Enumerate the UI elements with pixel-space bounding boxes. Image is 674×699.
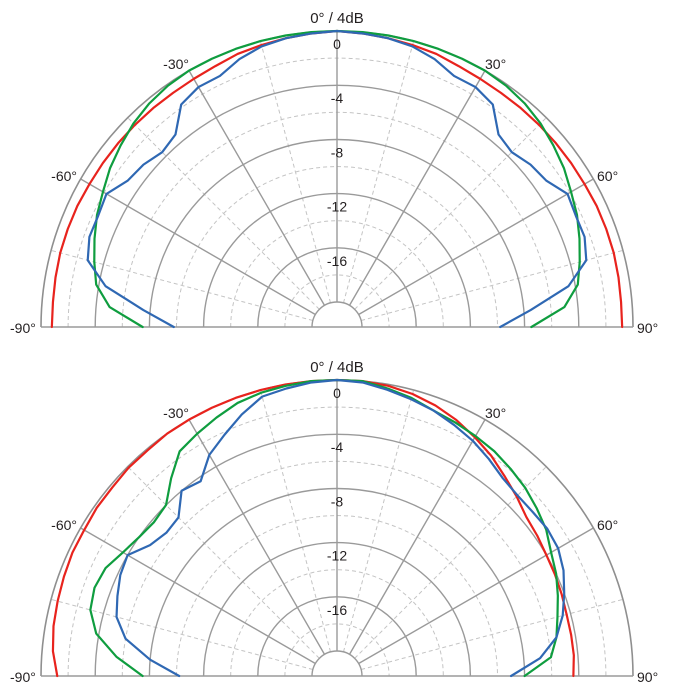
angle-tick-label: 60° (597, 168, 618, 184)
angle-tick-label: -30° (163, 405, 189, 421)
major-ring (148, 487, 526, 677)
minor-ring (230, 569, 444, 677)
angle-tick-label: -30° (163, 56, 189, 72)
minor-spoke (354, 117, 547, 310)
minor-spoke (259, 40, 332, 303)
minor-spoke (354, 466, 547, 659)
radial-tick-label: -4 (331, 90, 344, 106)
major-spoke (358, 527, 594, 665)
minor-ring (284, 274, 390, 328)
major-ring (257, 596, 417, 677)
radial-tick-label: -16 (327, 253, 347, 269)
radial-tick-label: 0 (333, 36, 341, 52)
angle-tick-label: -60° (51, 168, 77, 184)
polar-grid (40, 30, 634, 328)
minor-spoke (127, 117, 320, 310)
minor-ring (176, 166, 498, 328)
radial-tick-label: -12 (327, 199, 347, 215)
radial-tick-label: -16 (327, 602, 347, 618)
polar-grid (40, 379, 634, 677)
angle-tick-label: 30° (485, 56, 506, 72)
major-ring (94, 84, 580, 328)
blue-trace (115, 378, 566, 678)
angle-tick-label: -90° (10, 669, 36, 685)
major-spoke (80, 527, 316, 665)
angle-tick-label: 30° (485, 405, 506, 421)
angle-tick-label: 60° (597, 517, 618, 533)
angle-tick-label: -90° (10, 320, 36, 336)
minor-spoke (259, 389, 332, 652)
radial-tick-label: -8 (331, 493, 344, 509)
radial-tick-label: -4 (331, 439, 344, 455)
major-spoke (348, 419, 486, 655)
angle-tick-label: -60° (51, 517, 77, 533)
minor-ring (176, 515, 498, 677)
polar-chart-bottom: 0 -4 -8 -12 -16 0° / 4dB -90° -60° -30° 30° 60° 90° (10, 359, 658, 685)
major-ring (311, 650, 363, 677)
minor-spoke (342, 389, 415, 652)
major-ring (257, 247, 417, 328)
minor-spoke (342, 40, 415, 303)
major-ring (202, 541, 472, 677)
radial-tick-label: -8 (331, 144, 344, 160)
minor-ring (230, 220, 444, 328)
minor-ring (284, 623, 390, 677)
angle-tick-label: 90° (637, 669, 658, 685)
major-ring (148, 138, 526, 328)
radial-tick-label: 0 (333, 385, 341, 401)
chart-title: 0° / 4dB (310, 359, 364, 376)
angle-tick-label: 90° (637, 320, 658, 336)
major-spoke (80, 178, 316, 316)
minor-spoke (127, 466, 320, 659)
minor-spoke (50, 598, 313, 671)
chart-title: 0° / 4dB (310, 10, 364, 27)
red-trace (51, 378, 575, 678)
major-spoke (358, 178, 594, 316)
major-ring (311, 301, 363, 328)
major-spoke (188, 70, 326, 306)
minor-spoke (361, 598, 624, 671)
major-ring (202, 192, 472, 328)
green-trace (89, 378, 559, 678)
minor-spoke (50, 249, 313, 322)
major-spoke (188, 419, 326, 655)
radial-tick-label: -12 (327, 548, 347, 564)
blue-trace (86, 29, 588, 329)
major-spoke (348, 70, 486, 306)
polar-chart-top: 0 -4 -8 -12 -16 0° / 4dB -90° -60° -30° 30° 60° 90° (10, 10, 658, 336)
minor-spoke (361, 249, 624, 322)
